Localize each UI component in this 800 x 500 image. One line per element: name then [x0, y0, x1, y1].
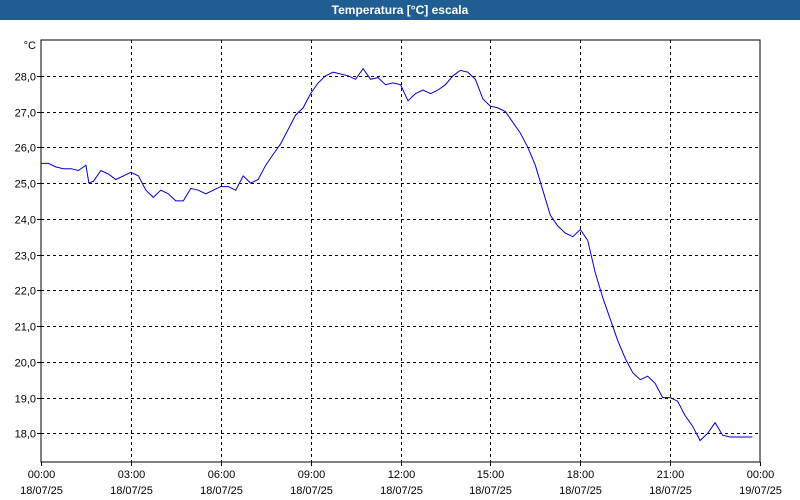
plot-area: 28,0 27,0 26,0 25,0 24,0 23,0 22,0 21,0 20,0 19,0… — [0, 20, 800, 500]
x-tick-time-label: 09:00 — [298, 469, 326, 481]
x-tick-date-label: 18/07/25 — [290, 485, 333, 497]
y-tick-label: 27,0 — [15, 108, 36, 120]
x-tick-time-label: 12:00 — [388, 469, 416, 481]
y-tick-label: 26,0 — [15, 143, 36, 155]
x-tick-time-label: 03:00 — [118, 469, 146, 481]
x-tick-date-label: 18/07/25 — [649, 485, 692, 497]
chart-title: Temperatura [°C] escala — [0, 0, 800, 20]
x-tick-date-label: 19/07/25 — [739, 485, 782, 497]
x-tick-time-label: 00:00 — [747, 469, 775, 481]
temperature-series-line — [41, 67, 753, 442]
y-tick-label: 19,0 — [15, 394, 36, 406]
x-tick-time-label: 15:00 — [477, 469, 505, 481]
y-tick-label: 25,0 — [15, 179, 36, 191]
y-tick-label: 24,0 — [15, 215, 36, 227]
y-tick-label: 22,0 — [15, 286, 36, 298]
y-tick-label: 28,0 — [15, 72, 36, 84]
y-tick-label: 23,0 — [15, 251, 36, 263]
x-tick-date-label: 18/07/25 — [110, 485, 153, 497]
x-tick-date-label: 18/07/25 — [200, 485, 243, 497]
y-tick-label: 20,0 — [15, 358, 36, 370]
x-tick-time-label: 18:00 — [567, 469, 595, 481]
plot-frame — [40, 39, 761, 463]
x-tick-date-label: 18/07/25 — [20, 485, 63, 497]
x-tick-time-label: 00:00 — [28, 469, 56, 481]
x-tick-date-label: 18/07/25 — [380, 485, 423, 497]
y-axis-label: °C — [24, 40, 36, 52]
temperature-chart: 28,0 27,0 26,0 25,0 24,0 23,0 22,0 21,0 20,0 19,0… — [15, 39, 782, 497]
x-tick-date-label: 18/07/25 — [559, 485, 602, 497]
y-tick-label: 21,0 — [15, 322, 36, 334]
y-tick-label: 18,0 — [15, 429, 36, 441]
x-tick-time-label: 21:00 — [657, 469, 685, 481]
x-tick-time-label: 06:00 — [208, 469, 236, 481]
x-tick-date-label: 18/07/25 — [469, 485, 512, 497]
